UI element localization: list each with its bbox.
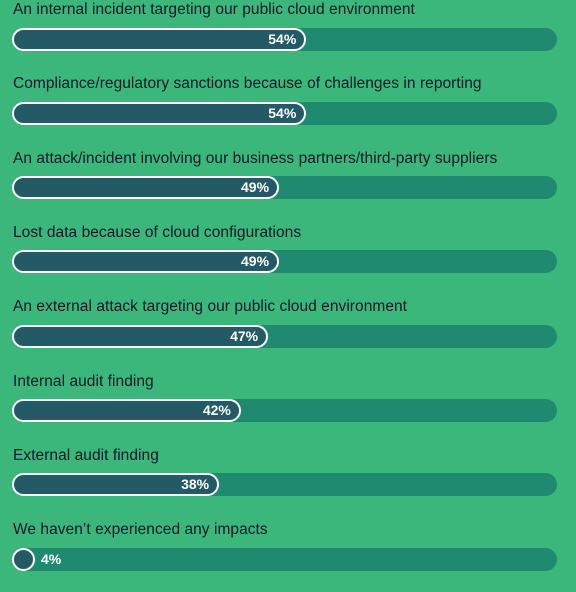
bar-value-label: 42% xyxy=(202,402,231,418)
bar-value-label: 38% xyxy=(181,476,210,493)
bar-track: 49% xyxy=(12,176,557,200)
bar-value-label: 49% xyxy=(241,179,270,196)
bar-track: 54% xyxy=(12,101,557,125)
bar-value-label: 54% xyxy=(268,104,297,121)
bar xyxy=(12,250,280,274)
bar-label: Internal audit finding xyxy=(13,372,154,390)
bar-value-label: 4% xyxy=(41,550,62,567)
bar xyxy=(12,473,220,497)
bar-value-label: 47% xyxy=(230,327,259,344)
bar-track: 4% xyxy=(12,547,557,571)
bar-label: An attack/incident involving our busines… xyxy=(13,149,498,167)
bar-label: Compliance/regulatory sanctions because … xyxy=(13,75,482,93)
bar xyxy=(12,101,307,125)
bar-track: 54% xyxy=(12,27,557,51)
bar-label: An external attack targeting our public … xyxy=(13,298,408,316)
bar-track: 38% xyxy=(12,473,557,497)
bar xyxy=(12,399,241,422)
bar xyxy=(12,324,269,348)
bar-value-label: 49% xyxy=(241,253,270,270)
bar xyxy=(12,547,35,571)
bar-label: External audit finding xyxy=(13,446,159,464)
bar-label: Lost data because of cloud configuration… xyxy=(13,223,302,241)
bar-track: 49% xyxy=(12,250,557,274)
bar-track: 42% xyxy=(12,399,557,422)
bar-label: An internal incident targeting our publi… xyxy=(13,1,415,18)
bar xyxy=(12,27,307,51)
bar xyxy=(12,176,280,200)
bar-track: 47% xyxy=(12,324,557,348)
bar-label: We haven’t experienced any impacts xyxy=(13,521,268,539)
bar-value-label: 54% xyxy=(268,30,297,47)
